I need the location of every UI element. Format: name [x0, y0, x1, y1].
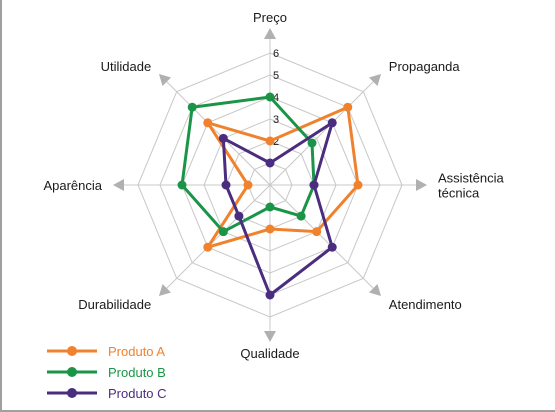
data-point	[327, 242, 337, 252]
legend-swatch-marker	[67, 388, 77, 398]
data-point	[296, 211, 306, 221]
data-point	[243, 180, 253, 190]
axis-label: Qualidade	[240, 346, 299, 361]
axis-arrowhead	[368, 283, 382, 297]
tick-label: 3	[273, 114, 279, 126]
legend-label: Produto C	[108, 386, 167, 401]
axis-label: Utilidade	[101, 59, 152, 74]
data-point	[265, 290, 275, 300]
legend-swatch-marker	[67, 346, 77, 356]
axis-label: Propaganda	[389, 59, 461, 74]
axis-label: Assistência técnica	[438, 171, 505, 201]
radar-tick-labels: 2 3 4 5 6	[273, 48, 279, 148]
radar-axis-labels: Preço Propaganda Assistência técnica Atendim…	[43, 10, 504, 361]
data-point	[265, 158, 275, 168]
data-point	[312, 227, 322, 237]
axis-line	[269, 81, 374, 186]
axis-arrowhead	[264, 331, 276, 342]
axis-label: Aparência	[43, 178, 102, 193]
series-line	[206, 105, 360, 249]
data-point	[265, 202, 275, 212]
tick-label: 5	[273, 70, 279, 82]
axis-line	[269, 184, 374, 289]
axis-label: Atendimento	[389, 297, 462, 312]
axis-label: Preço	[253, 10, 287, 25]
data-point	[203, 118, 213, 128]
data-point	[234, 211, 244, 221]
data-point	[327, 118, 337, 128]
tick-label: 4	[273, 92, 279, 104]
data-point	[203, 242, 213, 252]
legend-label: Produto B	[108, 365, 166, 380]
data-point	[221, 180, 231, 190]
axis-line	[166, 184, 271, 289]
data-point	[353, 180, 363, 190]
radar-axes	[113, 28, 427, 342]
data-point	[343, 102, 353, 112]
data-point	[265, 136, 275, 146]
data-point	[187, 102, 197, 112]
data-point	[265, 224, 275, 234]
data-point	[265, 92, 275, 102]
tick-label: 6	[273, 48, 279, 60]
axis-arrowhead	[113, 179, 124, 191]
tick-label: 2	[273, 136, 279, 148]
axis-arrowhead	[368, 73, 382, 87]
axis-line	[166, 81, 271, 186]
axis-label: Durabilidade	[78, 297, 151, 312]
data-point	[218, 133, 228, 143]
axis-arrowhead	[416, 179, 427, 191]
data-point	[309, 180, 319, 190]
data-point	[218, 227, 228, 237]
radar-series	[177, 92, 363, 300]
axis-arrowhead	[264, 28, 276, 39]
axis-arrowhead	[158, 283, 172, 297]
legend-label: Produto A	[108, 344, 165, 359]
legend-swatch-marker	[67, 367, 77, 377]
data-point	[307, 138, 317, 148]
axis-arrowhead	[158, 73, 172, 87]
chart-legend: Produto A Produto B Produto C	[47, 344, 167, 401]
data-point	[177, 180, 187, 190]
